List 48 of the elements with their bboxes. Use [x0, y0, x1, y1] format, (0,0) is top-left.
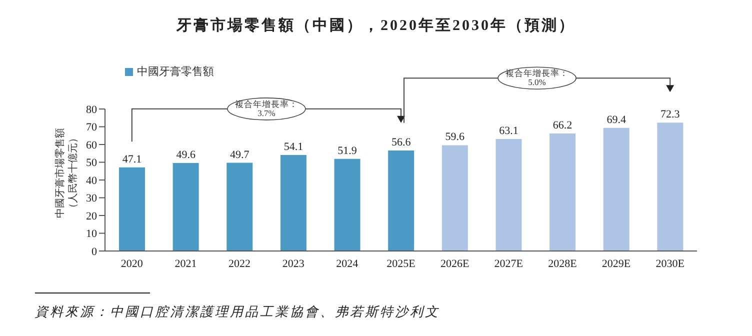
data-label: 59.6 — [445, 131, 466, 144]
x-tick-label: 2021 — [174, 258, 197, 270]
x-tick-label: 2023 — [282, 258, 305, 270]
bar — [657, 122, 684, 251]
data-label: 51.9 — [338, 144, 358, 157]
x-tick-label: 2028E — [548, 258, 578, 270]
y-tick-label: 10 — [86, 228, 98, 240]
x-tick-label: 2029E — [602, 258, 631, 270]
chart-title: 牙膏市場零售額（中國），2020年至2030年（預測） — [175, 16, 576, 35]
y-tick-label: 80 — [86, 104, 98, 116]
data-label: 63.1 — [499, 124, 518, 137]
source-note: 資料來源：中國口腔清潔護理用品工業協會、弗若斯特沙利文 — [35, 303, 440, 321]
y-tick-label: 30 — [86, 192, 98, 205]
x-tick-label: 2025E — [386, 258, 416, 270]
bar — [280, 154, 306, 251]
text: 複合年增長率： 5.0% — [506, 68, 569, 88]
x-tick-label: 2026E — [440, 258, 470, 270]
bar — [388, 150, 414, 251]
y-tick-label: 60 — [86, 139, 98, 152]
data-label: 56.6 — [391, 136, 412, 149]
data-label: 49.6 — [176, 148, 196, 161]
legend-label: 中國牙膏零售額 — [137, 66, 214, 78]
x-tick-label: 2020 — [120, 258, 144, 270]
data-label: 47.1 — [122, 153, 142, 166]
bar — [603, 128, 630, 251]
x-tick-label: 2027E — [494, 258, 524, 270]
y-tick-label: 70 — [86, 122, 98, 134]
bar — [226, 162, 253, 251]
data-label: 69.4 — [606, 114, 626, 126]
bar — [334, 158, 360, 251]
x-tick-label: 2024 — [336, 258, 359, 270]
y-tick-label: 40 — [86, 174, 98, 187]
x-tick-label: 2030E — [656, 258, 685, 270]
y-tick-label: 0 — [92, 246, 98, 258]
data-label: 54.1 — [284, 140, 304, 153]
bar — [119, 167, 145, 251]
bar — [442, 145, 468, 251]
bar — [496, 139, 522, 251]
y-axis-title: 中國牙膏市場零售額（人民幣十億元） — [54, 126, 80, 220]
x-tick-label: 2022 — [228, 258, 251, 270]
y-tick-label: 20 — [86, 210, 98, 222]
y-tick-label: 50 — [86, 157, 98, 170]
data-label: 66.2 — [552, 119, 572, 132]
data-label: 49.7 — [230, 148, 250, 161]
bar — [172, 162, 199, 251]
data-label: 72.3 — [660, 108, 680, 121]
annotation: 複合年增長率： 3.7% — [234, 98, 298, 118]
bar — [550, 133, 576, 251]
